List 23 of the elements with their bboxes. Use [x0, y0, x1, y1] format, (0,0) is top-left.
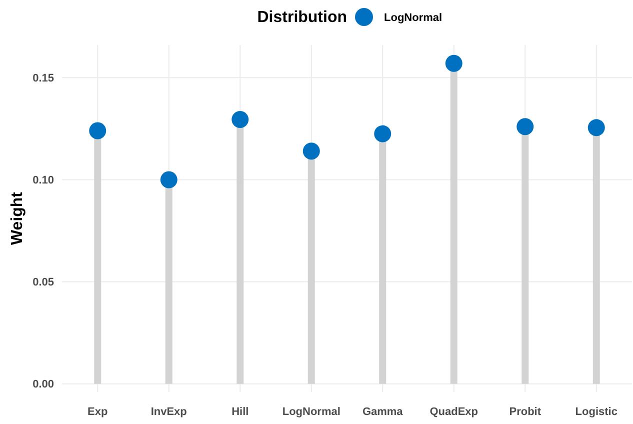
point — [516, 118, 534, 136]
x-tick-label: QuadExp — [430, 406, 478, 418]
y-tick-label: 0.05 — [32, 276, 54, 289]
legend-title: Distribution — [257, 9, 347, 26]
point — [232, 111, 249, 128]
point — [160, 171, 178, 188]
point — [302, 142, 320, 160]
x-tick-label: LogNormal — [282, 406, 340, 418]
point — [374, 125, 392, 142]
x-tick-label: Gamma — [362, 406, 404, 418]
point — [445, 54, 462, 72]
x-tick-label: Probit — [509, 406, 542, 418]
y-tick-label: 0.00 — [32, 378, 54, 391]
point — [588, 119, 605, 136]
x-tick-label: Hill — [232, 406, 249, 418]
x-tick-label: InvExp — [150, 406, 188, 418]
y-axis-title: Weight — [9, 191, 26, 246]
legend-label: LogNormal — [384, 12, 442, 24]
x-tick-label: Exp — [88, 406, 108, 418]
point — [89, 122, 106, 140]
y-tick-label: 0.10 — [32, 174, 54, 187]
x-tick-label: Logistic — [575, 406, 618, 418]
y-tick-label: 0.15 — [32, 72, 54, 85]
